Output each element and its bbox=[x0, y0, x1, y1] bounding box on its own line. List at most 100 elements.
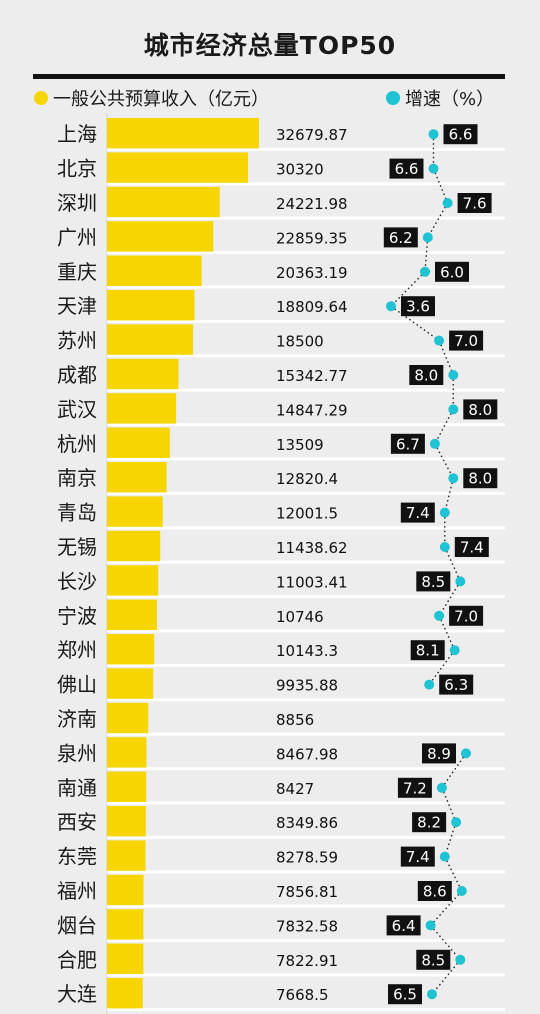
growth-point bbox=[451, 817, 462, 828]
growth-value-label: 8.9 bbox=[427, 745, 451, 763]
growth-value-label: 8.2 bbox=[417, 814, 441, 832]
city-label: 东莞 bbox=[57, 845, 97, 869]
revenue-value-label: 20363.19 bbox=[276, 264, 348, 282]
growth-point bbox=[429, 438, 440, 449]
revenue-value-label: 8856 bbox=[276, 711, 314, 729]
city-label: 杭州 bbox=[57, 432, 97, 456]
growth-point bbox=[428, 163, 439, 174]
growth-badge bbox=[400, 846, 435, 867]
city-label: 大连 bbox=[57, 982, 97, 1006]
growth-value-label: 7.0 bbox=[454, 607, 478, 625]
growth-connector bbox=[444, 546, 461, 582]
legend-revenue: 一般公共预算收入（亿元） bbox=[34, 86, 269, 110]
city-label: 青岛 bbox=[57, 501, 97, 525]
growth-badge bbox=[435, 261, 469, 282]
growth-value-label: 6.3 bbox=[444, 676, 468, 694]
revenue-value-label: 11003.41 bbox=[276, 573, 348, 591]
revenue-value-label: 11438.62 bbox=[276, 539, 348, 557]
growth-point bbox=[439, 851, 450, 862]
growth-point bbox=[455, 954, 466, 965]
growth-value-label: 8.6 bbox=[423, 883, 447, 901]
revenue-bar bbox=[107, 599, 157, 630]
growth-badge bbox=[449, 605, 484, 626]
city-label: 宁波 bbox=[57, 604, 97, 628]
growth-badge bbox=[410, 640, 445, 661]
growth-point bbox=[439, 507, 450, 518]
growth-value-label: 6.7 bbox=[396, 435, 420, 453]
revenue-bar bbox=[107, 943, 144, 974]
revenue-value-label: 18809.64 bbox=[276, 298, 348, 316]
chart-title: 城市经济总量TOP50 bbox=[143, 31, 397, 60]
city-label: 南通 bbox=[57, 776, 97, 800]
city-label: 重庆 bbox=[57, 260, 97, 284]
revenue-bar bbox=[107, 186, 220, 218]
city-label: 广州 bbox=[57, 225, 97, 249]
growth-point bbox=[428, 129, 439, 140]
growth-value-label: 6.5 bbox=[393, 986, 417, 1004]
growth-badge bbox=[400, 502, 435, 523]
growth-point bbox=[420, 266, 430, 277]
growth-connector bbox=[432, 168, 449, 204]
growth-point bbox=[448, 370, 459, 380]
city-label: 福州 bbox=[57, 879, 97, 903]
legend-revenue-swatch bbox=[34, 91, 48, 105]
revenue-bar bbox=[107, 221, 214, 252]
growth-point bbox=[425, 920, 436, 931]
growth-value-label: 6.6 bbox=[449, 126, 473, 144]
growth-badge bbox=[422, 743, 456, 764]
city-label: 长沙 bbox=[57, 569, 97, 593]
revenue-value-label: 8467.98 bbox=[276, 745, 338, 763]
growth-badge bbox=[389, 158, 424, 179]
revenue-bar bbox=[107, 840, 146, 871]
growth-value-label: 7.6 bbox=[463, 195, 487, 213]
growth-badge bbox=[454, 537, 489, 557]
growth-point bbox=[442, 198, 453, 208]
city-label: 北京 bbox=[57, 157, 97, 181]
growth-connector bbox=[424, 237, 429, 272]
revenue-bar bbox=[107, 668, 154, 699]
city-label: 南京 bbox=[57, 466, 97, 490]
growth-connector bbox=[444, 821, 457, 857]
revenue-bar bbox=[107, 634, 155, 665]
growth-badge bbox=[388, 984, 422, 1005]
legend-growth: 增速（%） bbox=[386, 86, 494, 110]
growth-badge bbox=[443, 124, 478, 145]
revenue-value-label: 10143.3 bbox=[276, 642, 338, 660]
growth-connector bbox=[441, 787, 457, 823]
revenue-bar bbox=[107, 909, 144, 940]
growth-point bbox=[448, 404, 459, 415]
growth-connector bbox=[444, 856, 463, 892]
revenue-bar bbox=[107, 462, 167, 493]
growth-value-label: 7.2 bbox=[403, 779, 427, 797]
growth-connector bbox=[430, 890, 463, 926]
growth-badge bbox=[457, 193, 492, 213]
revenue-bar bbox=[107, 118, 259, 149]
revenue-bar bbox=[107, 806, 146, 837]
growth-connector bbox=[427, 202, 449, 238]
growth-badge bbox=[397, 777, 432, 798]
revenue-bar bbox=[107, 771, 147, 802]
city-label: 上海 bbox=[57, 122, 97, 146]
growth-badge bbox=[417, 881, 452, 901]
growth-point bbox=[456, 886, 467, 896]
revenue-value-label: 22859.35 bbox=[276, 229, 348, 247]
revenue-value-label: 8427 bbox=[276, 780, 314, 798]
revenue-bar bbox=[107, 874, 144, 906]
growth-badge bbox=[412, 812, 447, 833]
revenue-value-label: 10746 bbox=[276, 608, 324, 626]
revenue-value-label: 14847.29 bbox=[276, 401, 348, 419]
revenue-value-label: 24221.98 bbox=[276, 195, 348, 213]
growth-point bbox=[424, 679, 435, 690]
growth-value-label: 7.4 bbox=[406, 848, 430, 866]
city-label: 苏州 bbox=[57, 329, 97, 353]
revenue-bar bbox=[107, 702, 149, 734]
revenue-value-label: 30320 bbox=[276, 161, 324, 179]
growth-badge bbox=[390, 433, 425, 454]
growth-value-label: 7.0 bbox=[454, 332, 478, 350]
revenue-bar bbox=[107, 255, 202, 286]
growth-value-label: 8.0 bbox=[468, 401, 492, 419]
growth-value-label: 6.0 bbox=[440, 263, 464, 281]
legend-revenue-label: 一般公共预算收入（亿元） bbox=[53, 89, 269, 110]
growth-connector bbox=[431, 959, 461, 995]
